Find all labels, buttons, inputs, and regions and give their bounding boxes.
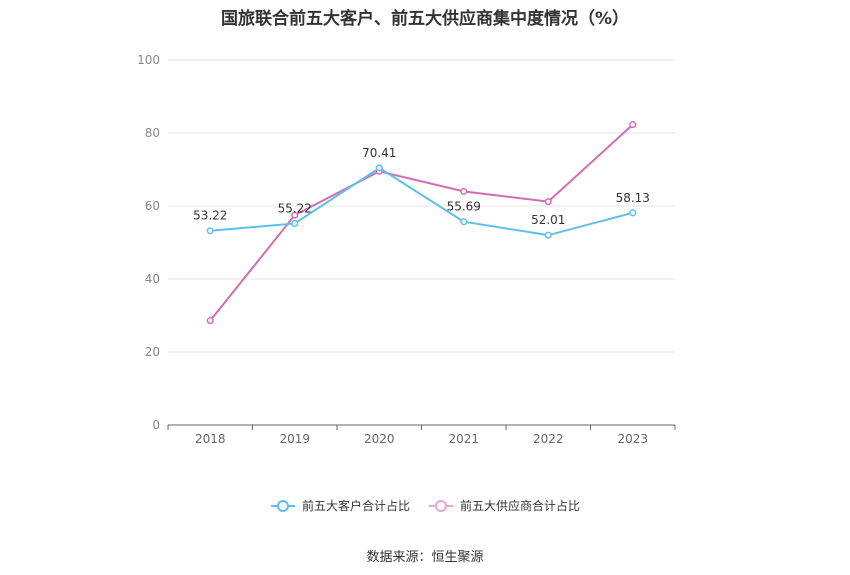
data-label: 53.22 [193, 209, 227, 223]
data-point[interactable] [460, 187, 468, 195]
data-point[interactable] [460, 218, 468, 226]
legend: 前五大客户合计占比 前五大供应商合计占比 [0, 497, 850, 514]
data-point[interactable] [291, 211, 299, 219]
data-label: 55.69 [447, 200, 481, 214]
data-label: 70.41 [362, 146, 396, 160]
y-tick-label: 60 [145, 199, 160, 213]
data-point[interactable] [206, 227, 214, 235]
data-label: 58.13 [616, 191, 650, 205]
data-point[interactable] [544, 198, 552, 206]
x-tick-label: 2022 [533, 432, 564, 446]
x-tick-label: 2020 [364, 432, 395, 446]
y-tick-label: 20 [145, 345, 160, 359]
source-note: 数据来源：恒生聚源 [366, 550, 484, 565]
data-point[interactable] [629, 121, 637, 129]
grid-lines [168, 59, 675, 353]
legend-label-suppliers: 前五大供应商合计占比 [460, 499, 581, 513]
legend-item-suppliers[interactable]: 前五大供应商合计占比 [428, 497, 580, 514]
data-label: 52.01 [531, 213, 565, 227]
data-point[interactable] [375, 164, 383, 172]
data-label: 55.22 [278, 201, 312, 215]
legend-marker-suppliers [429, 499, 453, 512]
data-labels: 53.22 55.22 70.41 55.69 52.01 58.13 [193, 146, 650, 227]
data-point[interactable] [206, 317, 214, 325]
data-point[interactable] [629, 209, 637, 217]
legend-label-customers: 前五大客户合计占比 [301, 499, 410, 513]
x-tick-label: 2021 [448, 432, 479, 446]
series-layer [206, 121, 637, 325]
x-axis: 2018 2019 2020 2021 2022 2023 [167, 424, 676, 446]
x-tick-label: 2023 [617, 432, 648, 446]
y-tick-label: 100 [137, 53, 160, 67]
chart-title: 国旅联合前五大客户、前五大供应商集中度情况（%） [220, 9, 630, 29]
y-tick-label: 80 [145, 126, 160, 140]
x-tick-label: 2019 [279, 432, 310, 446]
legend-item-customers[interactable]: 前五大客户合计占比 [270, 497, 410, 514]
y-tick-label: 0 [152, 418, 160, 432]
legend-marker-customers [270, 499, 295, 512]
data-point[interactable] [291, 219, 299, 227]
y-tick-label: 40 [145, 272, 160, 286]
series-line-1 [209, 123, 634, 322]
series-line-0 [210, 166, 634, 237]
data-point[interactable] [544, 231, 552, 239]
y-axis: 0 20 40 60 80 100 [137, 53, 160, 432]
x-tick-label: 2018 [195, 432, 226, 446]
